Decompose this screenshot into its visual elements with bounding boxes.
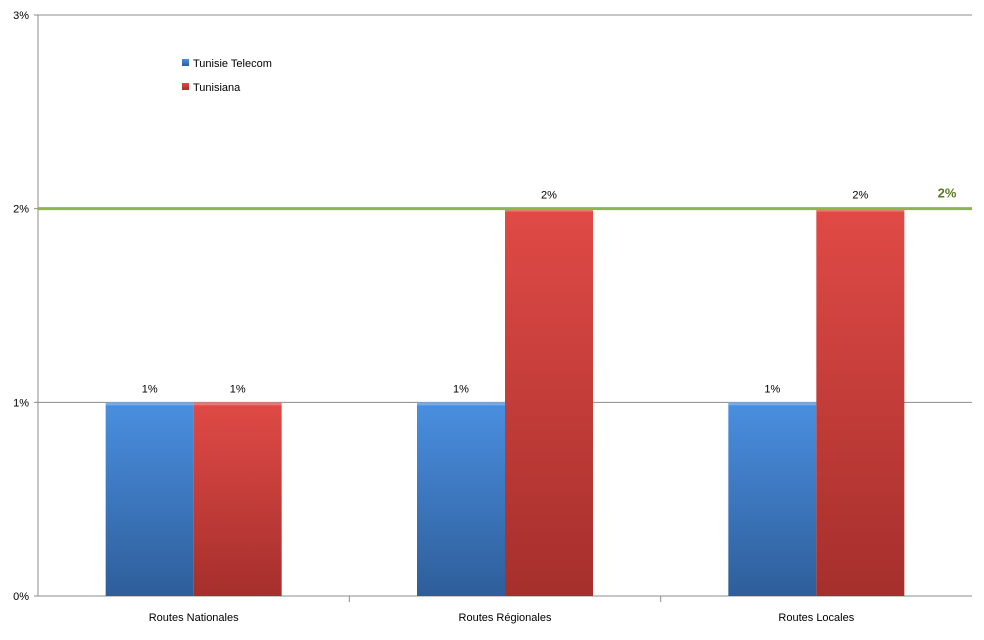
legend: Tunisie Telecom Tunisiana: [182, 58, 272, 94]
legend-label: Tunisie Telecom: [193, 58, 272, 70]
bar: [728, 402, 817, 596]
category-label: Routes Régionales: [459, 612, 552, 624]
legend-swatch: [182, 83, 189, 90]
data-label: 1%: [230, 383, 246, 395]
bar: [417, 402, 505, 596]
bar-highlight: [105, 402, 194, 406]
bar-highlight: [193, 402, 282, 406]
labels: 0% 1% 2% 3% 1% 1% Routes Nationales 1% 2% Routes …: [13, 10, 868, 624]
bars: [105, 208, 905, 596]
category-label: Routes Nationales: [149, 612, 239, 624]
reference-line-group: 2%: [38, 186, 972, 211]
bar-highlight: [728, 402, 817, 406]
legend-swatch: [182, 59, 189, 66]
data-label: 2%: [852, 190, 868, 202]
y-tick-label: 3%: [13, 10, 29, 22]
reference-line-label: 2%: [938, 186, 957, 201]
data-label: 1%: [142, 383, 158, 395]
legend-label: Tunisiana: [193, 82, 241, 94]
bar: [105, 402, 194, 596]
y-tick-label: 2%: [13, 204, 29, 216]
bar: [505, 208, 593, 596]
bar: [193, 402, 282, 596]
bar-highlight: [417, 402, 505, 406]
bar: [816, 208, 905, 596]
y-tick-label: 1%: [13, 397, 29, 409]
category-label: Routes Locales: [778, 612, 854, 624]
data-label: 1%: [764, 383, 780, 395]
data-label: 2%: [541, 190, 557, 202]
y-tick-label: 0%: [13, 591, 29, 603]
data-label: 1%: [453, 383, 469, 395]
